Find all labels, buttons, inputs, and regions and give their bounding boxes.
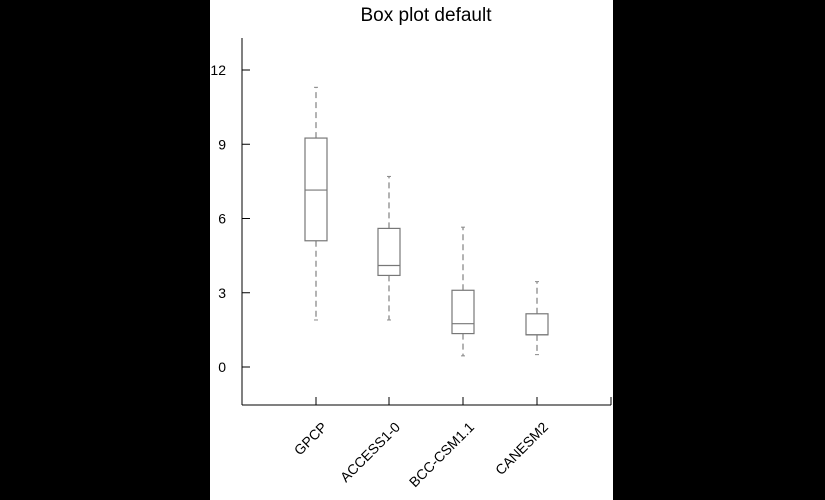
chart-title: Box plot default bbox=[361, 5, 493, 26]
axes: 0 3 6 9 12 GPCP ACCESS1-0 BCC-CSM1.1 CANESM2 bbox=[210, 38, 612, 490]
box-2 bbox=[377, 175, 401, 321]
box-4 bbox=[525, 281, 549, 356]
y-tick-label: 12 bbox=[210, 62, 226, 78]
box-body bbox=[304, 137, 328, 242]
box-body bbox=[377, 227, 401, 277]
box-1 bbox=[304, 86, 328, 321]
boxes bbox=[304, 86, 549, 357]
category-label: ACCESS1-0 bbox=[337, 419, 403, 485]
box-body bbox=[525, 313, 549, 336]
chart-panel bbox=[210, 0, 613, 500]
y-tick-label: 3 bbox=[218, 285, 226, 301]
category-label: CANESM2 bbox=[492, 419, 551, 478]
box-3 bbox=[451, 226, 475, 357]
y-tick-label: 6 bbox=[218, 211, 226, 227]
box-body bbox=[451, 289, 475, 335]
y-tick-label: 0 bbox=[218, 359, 226, 375]
y-tick-label: 9 bbox=[218, 136, 226, 152]
category-label: GPCP bbox=[291, 419, 330, 458]
category-label: BCC-CSM1.1 bbox=[406, 419, 477, 490]
